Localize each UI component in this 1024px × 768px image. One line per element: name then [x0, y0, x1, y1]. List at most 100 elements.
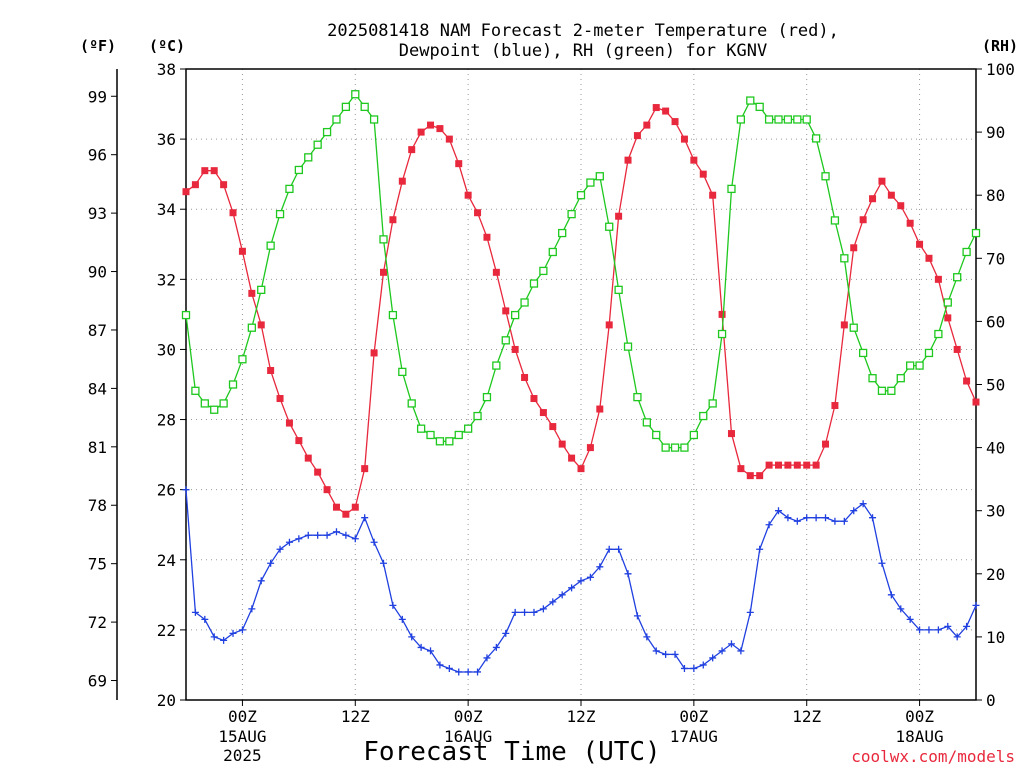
temperature-point: [361, 465, 369, 473]
dewpoint-point: [887, 591, 895, 599]
temperature-point: [295, 437, 303, 445]
rh-point: [605, 222, 614, 231]
dewpoint-point: [361, 514, 369, 522]
dewpoint-point: [972, 601, 980, 609]
temperature-point: [530, 395, 538, 403]
rh-point: [501, 336, 510, 345]
rh-point: [200, 399, 209, 408]
dewpoint-point: [191, 608, 199, 616]
temperature-point: [370, 349, 378, 357]
temperature-point: [803, 461, 811, 469]
dewpoint-point: [662, 650, 670, 658]
temperature-series: [182, 104, 980, 518]
dewpoint-point: [210, 633, 218, 641]
temperature-point: [267, 366, 275, 374]
temperature-point: [285, 419, 293, 427]
rh-point: [407, 399, 416, 408]
temperature-point: [944, 314, 952, 322]
temperature-point: [718, 310, 726, 318]
rh-point: [736, 115, 746, 124]
temperature-point: [840, 321, 848, 329]
rh-point: [953, 273, 962, 282]
temperature-point: [455, 160, 463, 168]
rh-point: [670, 443, 680, 452]
dewpoint-point: [727, 640, 735, 648]
celsius-tick-label: 24: [157, 551, 176, 570]
chart-title-line-2: Dewpoint (blue), RH (green) for KGNV: [399, 41, 767, 61]
dewpoint-point: [793, 517, 801, 525]
temperature-point: [210, 167, 218, 175]
rh-point: [332, 115, 341, 124]
rh-point: [426, 430, 435, 440]
credit-link[interactable]: coolwx.com/models: [851, 747, 1015, 766]
data-series: [181, 90, 981, 676]
temperature-point: [332, 503, 340, 511]
rh-tick-label: 40: [986, 439, 1005, 458]
dewpoint-point: [408, 633, 416, 641]
rh-point: [849, 323, 858, 332]
temperature-point: [671, 118, 679, 126]
temperature-point: [765, 461, 773, 469]
celsius-tick-label: 28: [157, 411, 176, 430]
rh-tick-label: 10: [986, 628, 1005, 647]
dewpoint-point: [285, 538, 293, 546]
fahrenheit-tick-label: 87: [88, 321, 107, 340]
dewpoint-point: [417, 643, 425, 651]
rh-tick-label: 60: [986, 312, 1005, 331]
rh-point: [181, 310, 191, 320]
temperature-point: [887, 191, 895, 199]
dewpoint-point: [276, 545, 284, 553]
dewpoint-point: [464, 668, 472, 676]
temperature-point: [831, 402, 839, 410]
dewpoint-point: [586, 573, 594, 581]
rh-point: [416, 424, 426, 433]
dewpoint-point: [549, 598, 557, 606]
dewpoint-point: [822, 514, 830, 522]
x-tick-label: 00Z: [228, 707, 257, 726]
dewpoint-point: [718, 647, 726, 655]
temperature-point: [257, 321, 265, 329]
x-tick-date-label: 15AUG: [218, 727, 266, 746]
x-tick-date-label: 18AUG: [895, 727, 943, 746]
rh-point: [285, 184, 294, 194]
temperature-point: [869, 195, 877, 203]
dewpoint-point: [201, 615, 209, 623]
dewpoint-point: [859, 500, 867, 508]
temperature-point: [201, 167, 209, 175]
dewpoint-point: [577, 577, 585, 585]
rh-point: [717, 329, 727, 339]
dewpoint-point: [831, 517, 839, 525]
rh-point: [219, 399, 228, 408]
rh-point: [708, 399, 717, 408]
rh-tick-label: 0: [986, 691, 996, 710]
temperature-point: [276, 395, 284, 403]
temperature-point: [859, 216, 867, 224]
rh-point: [482, 392, 492, 402]
x-tick-date-label: 17AUG: [670, 727, 718, 746]
dewpoint-point: [229, 629, 237, 637]
temperature-point: [380, 268, 387, 276]
dewpoint-point: [906, 615, 914, 623]
dewpoint-point: [869, 514, 877, 522]
rh-tick-label: 50: [986, 376, 1005, 395]
temperature-point: [511, 345, 519, 353]
rh-point: [811, 134, 821, 143]
temperature-point: [793, 461, 801, 469]
rh-point: [680, 443, 689, 452]
dewpoint-point: [765, 521, 773, 529]
dewpoint-point: [530, 608, 538, 616]
x-tick-date-label: 16AUG: [444, 727, 492, 746]
dewpoint-point: [916, 626, 924, 634]
fahrenheit-tick-label: 69: [88, 672, 107, 691]
temperature-point: [492, 268, 500, 276]
rh-point: [529, 279, 539, 288]
temperature-point: [229, 209, 237, 217]
dewpoint-point: [323, 531, 331, 539]
rh-point: [445, 437, 454, 446]
celsius-tick-label: 38: [157, 60, 176, 79]
x-tick-label: 12Z: [567, 707, 596, 726]
rh-point: [435, 437, 445, 446]
rh-point: [689, 430, 699, 440]
celsius-tick-label: 26: [157, 481, 176, 500]
temperature-point: [643, 121, 651, 129]
